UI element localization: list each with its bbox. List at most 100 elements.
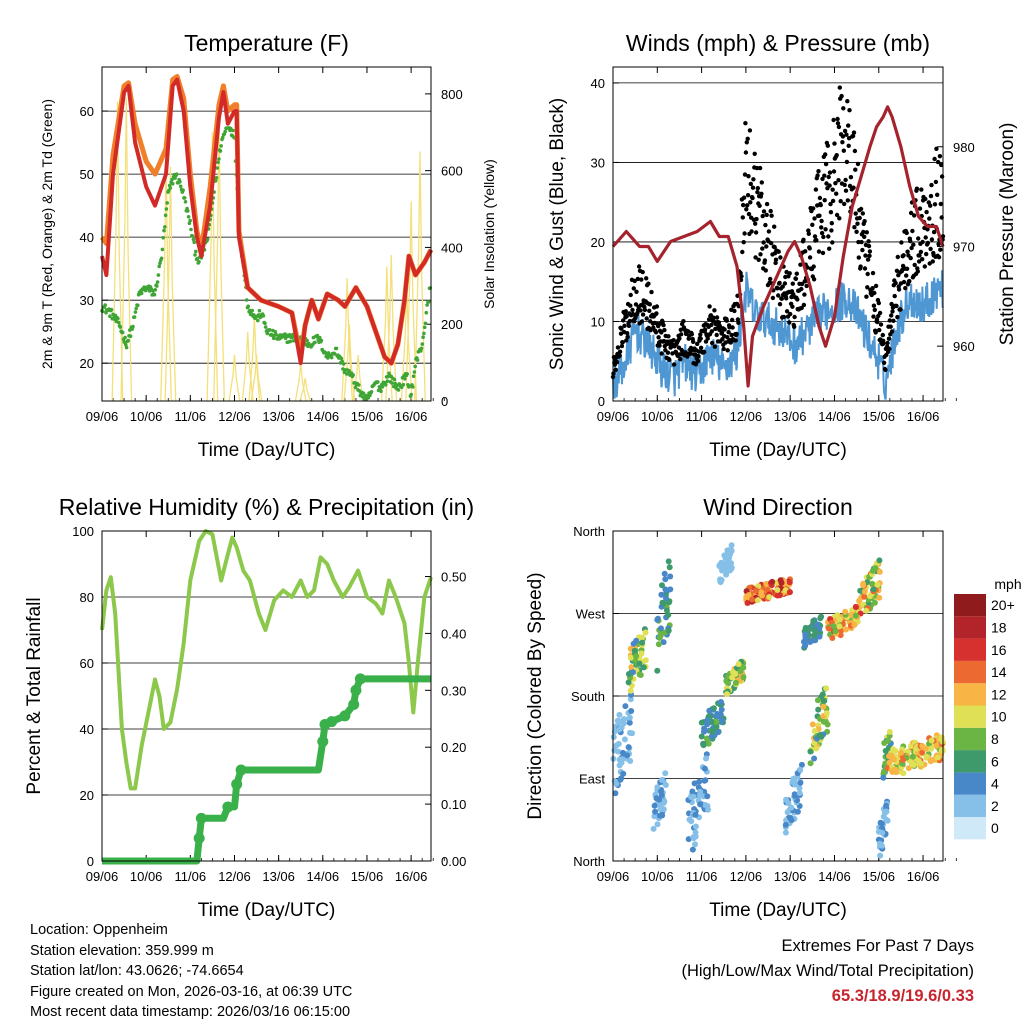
gust-point	[815, 173, 820, 178]
direction-point	[697, 801, 704, 808]
gust-point	[740, 249, 745, 255]
gust-point	[725, 348, 730, 353]
gust-point	[647, 308, 652, 313]
gust-point	[936, 255, 942, 260]
direction-point	[612, 790, 619, 797]
gust-point	[619, 343, 625, 349]
x-tick-label: 11/06	[686, 869, 718, 884]
direction-point	[797, 779, 804, 786]
dewpoint-point	[351, 373, 356, 377]
direction-point	[816, 625, 823, 632]
gust-point	[932, 202, 938, 207]
gust-point	[871, 314, 876, 319]
gust-point	[719, 330, 725, 335]
dewpoint-point	[399, 385, 404, 390]
gust-point	[790, 304, 795, 309]
gust-point	[615, 345, 621, 350]
direction-point	[735, 661, 742, 668]
gust-point	[887, 346, 892, 352]
gust-point	[911, 242, 916, 247]
dewpoint-point	[413, 364, 418, 369]
gust-point	[856, 239, 861, 245]
gust-point	[640, 312, 646, 317]
direction-point	[667, 586, 674, 593]
y-tick-label: 40	[591, 76, 605, 91]
gust-point	[749, 229, 754, 234]
direction-point	[807, 748, 814, 755]
direction-point	[622, 703, 629, 710]
y-tick-label: 30	[80, 293, 94, 308]
gust-point	[734, 331, 739, 337]
dewpoint-point	[161, 235, 165, 240]
y-right-tick-label: 0.00	[441, 854, 466, 869]
gust-point	[736, 320, 741, 325]
y-tick-label: South	[571, 689, 605, 704]
gust-point	[758, 252, 763, 257]
direction-point	[875, 828, 882, 835]
gust-point	[854, 229, 859, 234]
direction-point	[715, 712, 722, 719]
direction-point	[659, 599, 666, 606]
direction-point	[728, 564, 735, 571]
gust-point	[806, 231, 811, 236]
gust-point	[741, 240, 746, 245]
dewpoint-point	[426, 300, 431, 304]
gust-point	[855, 161, 861, 167]
direction-point	[798, 761, 805, 768]
panel-wind: Winds (mph) & Pressure (mb) 0 10 20 30 40 09/0…	[547, 30, 1018, 461]
direction-point	[723, 569, 730, 576]
dewpoint-point	[216, 160, 220, 165]
direction-point	[791, 775, 798, 782]
dewpoint-point	[341, 362, 346, 366]
gust-point	[631, 286, 636, 291]
gust-point	[901, 279, 907, 285]
x-tick-label: 15/06	[351, 869, 384, 884]
solar-insolation-spike	[405, 201, 418, 402]
dewpoint-point	[423, 321, 428, 326]
direction-point	[935, 754, 941, 761]
direction-point	[749, 596, 756, 603]
dewpoint-point	[415, 358, 420, 362]
rainfall-step-point	[348, 699, 360, 711]
gust-point	[644, 316, 649, 321]
gust-point	[721, 346, 726, 352]
gust-point	[912, 262, 917, 268]
y-tick-label: 60	[80, 656, 94, 671]
y-tick-label: 60	[80, 104, 94, 119]
direction-point	[787, 814, 794, 821]
direction-point	[729, 674, 736, 681]
dewpoint-point	[134, 306, 138, 311]
gust-point	[889, 329, 895, 334]
gust-point	[751, 177, 756, 182]
gust-point	[898, 307, 903, 312]
gust-point	[885, 340, 890, 346]
y-tick-label: West	[576, 607, 606, 622]
gust-point	[907, 278, 912, 284]
gust-point	[928, 203, 933, 208]
direction-point	[627, 758, 634, 764]
y-tick-label: 0	[598, 394, 605, 409]
gust-point	[677, 336, 682, 341]
gust-point	[760, 246, 765, 251]
x-tick-label: 14/06	[818, 869, 851, 884]
dewpoint-point	[329, 355, 334, 360]
x-tick-label: 15/06	[351, 409, 384, 424]
gust-point	[833, 181, 838, 186]
direction-point	[665, 611, 672, 618]
gust-point	[936, 241, 941, 247]
gust-point	[862, 266, 868, 271]
plot-border	[101, 530, 432, 862]
gust-point	[916, 236, 921, 241]
direction-point	[811, 728, 818, 734]
gust-point	[821, 234, 826, 240]
gust-point	[836, 124, 842, 130]
direction-point	[888, 767, 895, 774]
gust-point	[627, 318, 632, 324]
legend-swatch	[954, 794, 986, 817]
direction-point	[811, 755, 818, 762]
gust-point	[735, 317, 741, 322]
gust-point	[818, 202, 823, 208]
gust-point	[939, 162, 944, 168]
gust-point	[748, 181, 753, 187]
gust-point	[712, 344, 718, 349]
